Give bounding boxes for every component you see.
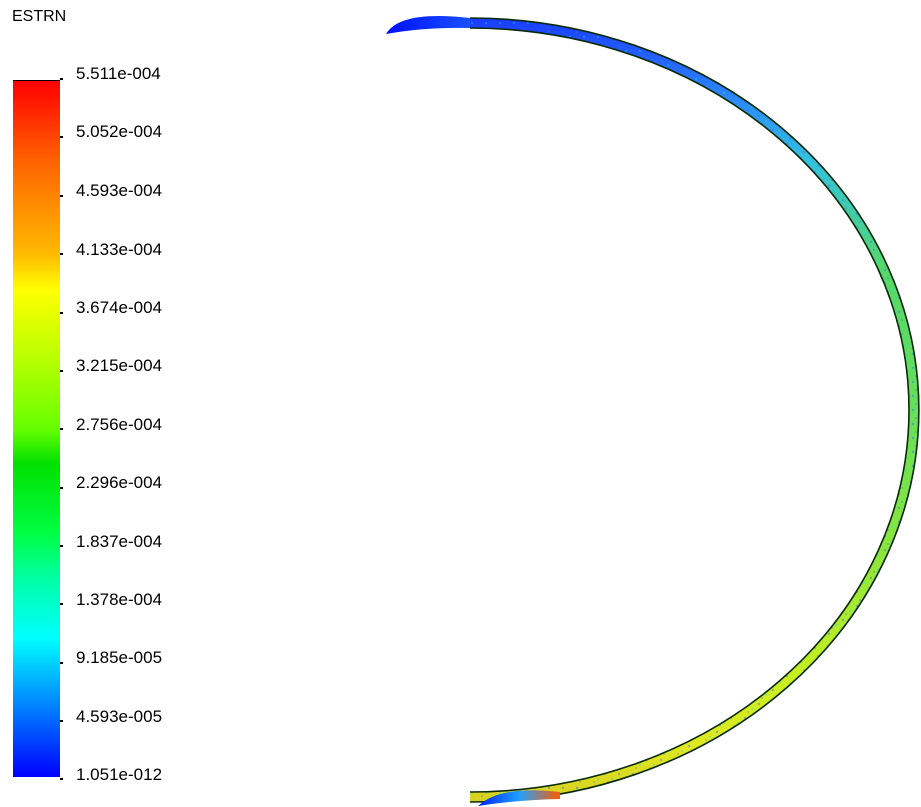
tick-12 [60, 778, 63, 780]
tick-1 [60, 136, 63, 138]
tick-5 [60, 370, 63, 372]
ring-outer-edge [469, 17, 920, 803]
tick-10 [60, 662, 63, 664]
ring-bottom-tip [478, 790, 560, 806]
tick-label-1: 5.052e-004 [76, 122, 163, 141]
ring-band [470, 18, 919, 802]
colorbar [13, 80, 60, 777]
legend-title: ESTRN [12, 8, 67, 25]
tick-7 [60, 487, 63, 489]
tick-8 [60, 545, 63, 547]
tick-11 [60, 720, 63, 722]
ring-speckle-overlay [470, 18, 919, 802]
tick-label-0: 5.511e-004 [76, 64, 161, 83]
tick-3 [60, 253, 63, 255]
ring-inner-edge [469, 27, 910, 793]
tick-label-9: 1.378e-004 [76, 590, 163, 609]
tick-label-4: 3.674e-004 [76, 298, 163, 317]
tick-label-8: 1.837e-004 [76, 532, 163, 551]
tick-label-5: 3.215e-004 [76, 356, 163, 375]
tick-label-3: 4.133e-004 [76, 240, 163, 259]
tick-label-7: 2.296e-004 [76, 473, 163, 492]
tick-label-11: 4.593e-005 [76, 707, 163, 726]
tick-2 [60, 195, 63, 197]
tick-label-6: 2.756e-004 [76, 415, 163, 434]
tick-0 [60, 78, 63, 80]
tick-6 [60, 428, 63, 430]
tick-label-2: 4.593e-004 [76, 181, 163, 200]
tick-9 [60, 603, 63, 605]
tick-label-12: 1.051e-012 [76, 765, 163, 784]
tick-4 [60, 312, 63, 314]
ring-top-tip [386, 16, 470, 34]
tick-label-10: 9.185e-005 [76, 648, 163, 667]
